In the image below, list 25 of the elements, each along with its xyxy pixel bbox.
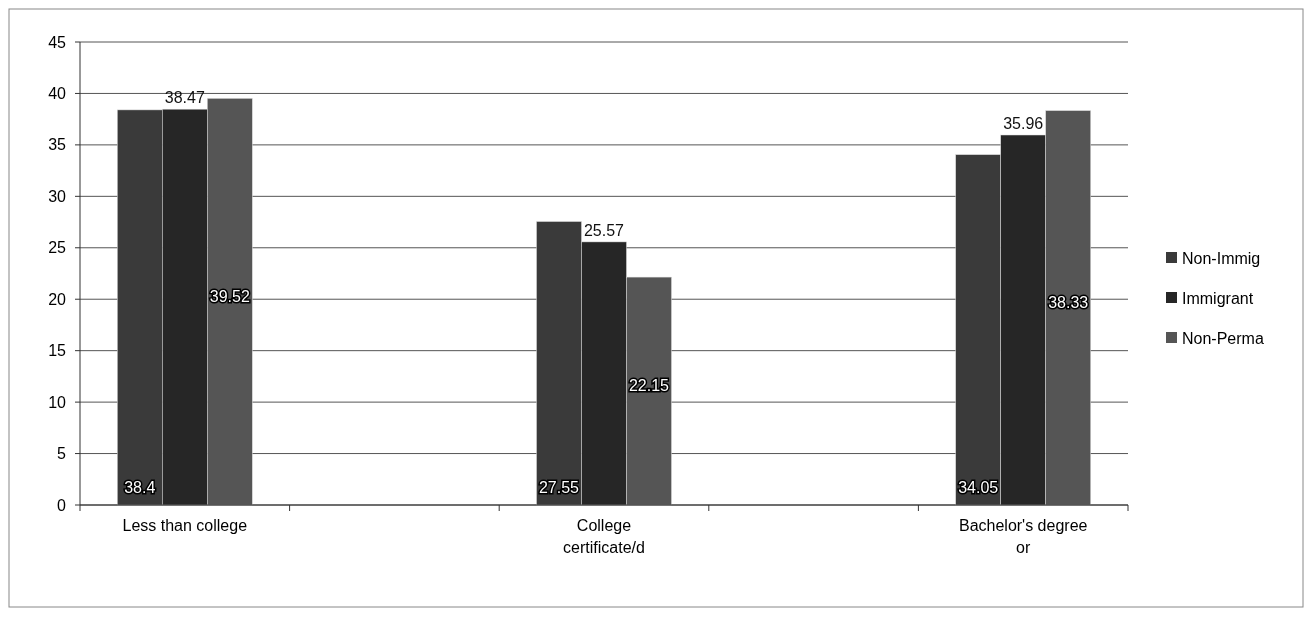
legend-label: Non-Immig — [1182, 249, 1261, 267]
data-label: 38.47 — [164, 89, 205, 107]
data-label: 22.15 — [628, 377, 670, 395]
data-label: 38.33 — [1048, 293, 1089, 311]
y-tick-label: 30 — [48, 187, 67, 205]
y-tick-label: 0 — [57, 496, 67, 514]
data-label: 39.52 — [209, 287, 250, 305]
data-label: 27.55 — [538, 479, 580, 496]
y-tick-label: 20 — [48, 290, 67, 308]
x-tick-label: Less than college — [122, 517, 248, 534]
y-tick-label: 10 — [48, 393, 67, 411]
data-label: 25.57 — [583, 221, 625, 239]
y-tick-label: 45 — [48, 33, 67, 51]
x-tick-label: Bachelor's degree or — [958, 517, 1088, 556]
legend-label: Immigrant — [1182, 289, 1254, 307]
x-tick-label: College certificate/d — [563, 517, 645, 556]
data-label: 35.96 — [1003, 115, 1044, 133]
y-tick-label: 15 — [48, 342, 67, 360]
y-tick-label: 5 — [57, 445, 67, 463]
data-label: 34.05 — [958, 479, 999, 496]
y-tick-label: 40 — [48, 85, 67, 103]
legend-label: Non-Perma — [1182, 329, 1264, 347]
y-tick-label: 25 — [48, 239, 67, 257]
y-tick-label: 35 — [48, 136, 67, 154]
data-label: 38.4 — [124, 479, 156, 496]
